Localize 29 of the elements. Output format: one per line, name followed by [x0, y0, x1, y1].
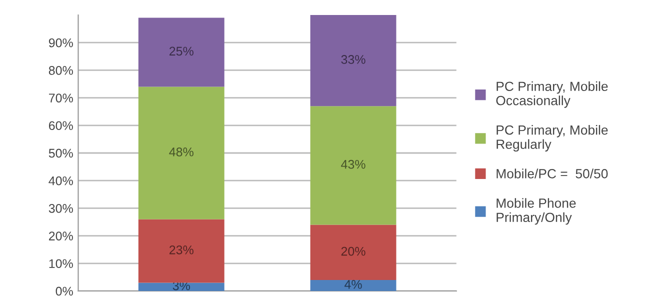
bar — [138, 18, 224, 87]
data-label: 23% — [169, 245, 194, 254]
legend-label: Mobile/PC = 50/50 — [496, 168, 608, 178]
y-tick-label: 90% — [48, 38, 73, 48]
data-label: 48% — [169, 148, 194, 156]
y-tick-label: 20% — [48, 232, 73, 240]
y-tick-label: 70% — [49, 94, 73, 102]
bar — [138, 86, 224, 220]
data-label: 25% — [169, 46, 194, 56]
bar — [310, 106, 396, 225]
y-tick-label: 0% — [56, 286, 73, 296]
legend-label: Mobile Phone Primary/Only — [496, 198, 576, 225]
bar — [310, 224, 396, 280]
bar — [310, 280, 396, 291]
data-label: 4% — [344, 280, 362, 289]
data-label: 33% — [341, 55, 366, 64]
y-tick-label: 80% — [48, 66, 73, 75]
bar — [138, 219, 224, 283]
data-label: 20% — [341, 246, 366, 256]
bar — [138, 282, 224, 291]
y-tick-label: 50% — [48, 148, 73, 158]
y-tick-label: 30% — [48, 204, 73, 213]
legend-label: PC Primary, Mobile Occasionally — [496, 81, 608, 108]
y-tick-label: 60% — [48, 121, 73, 130]
y-tick-label: 40% — [48, 176, 73, 186]
y-tick-label: 10% — [49, 259, 73, 268]
data-label: 43% — [341, 160, 366, 169]
bar — [310, 15, 396, 106]
legend-label: PC Primary, Mobile Regularly — [496, 125, 608, 152]
